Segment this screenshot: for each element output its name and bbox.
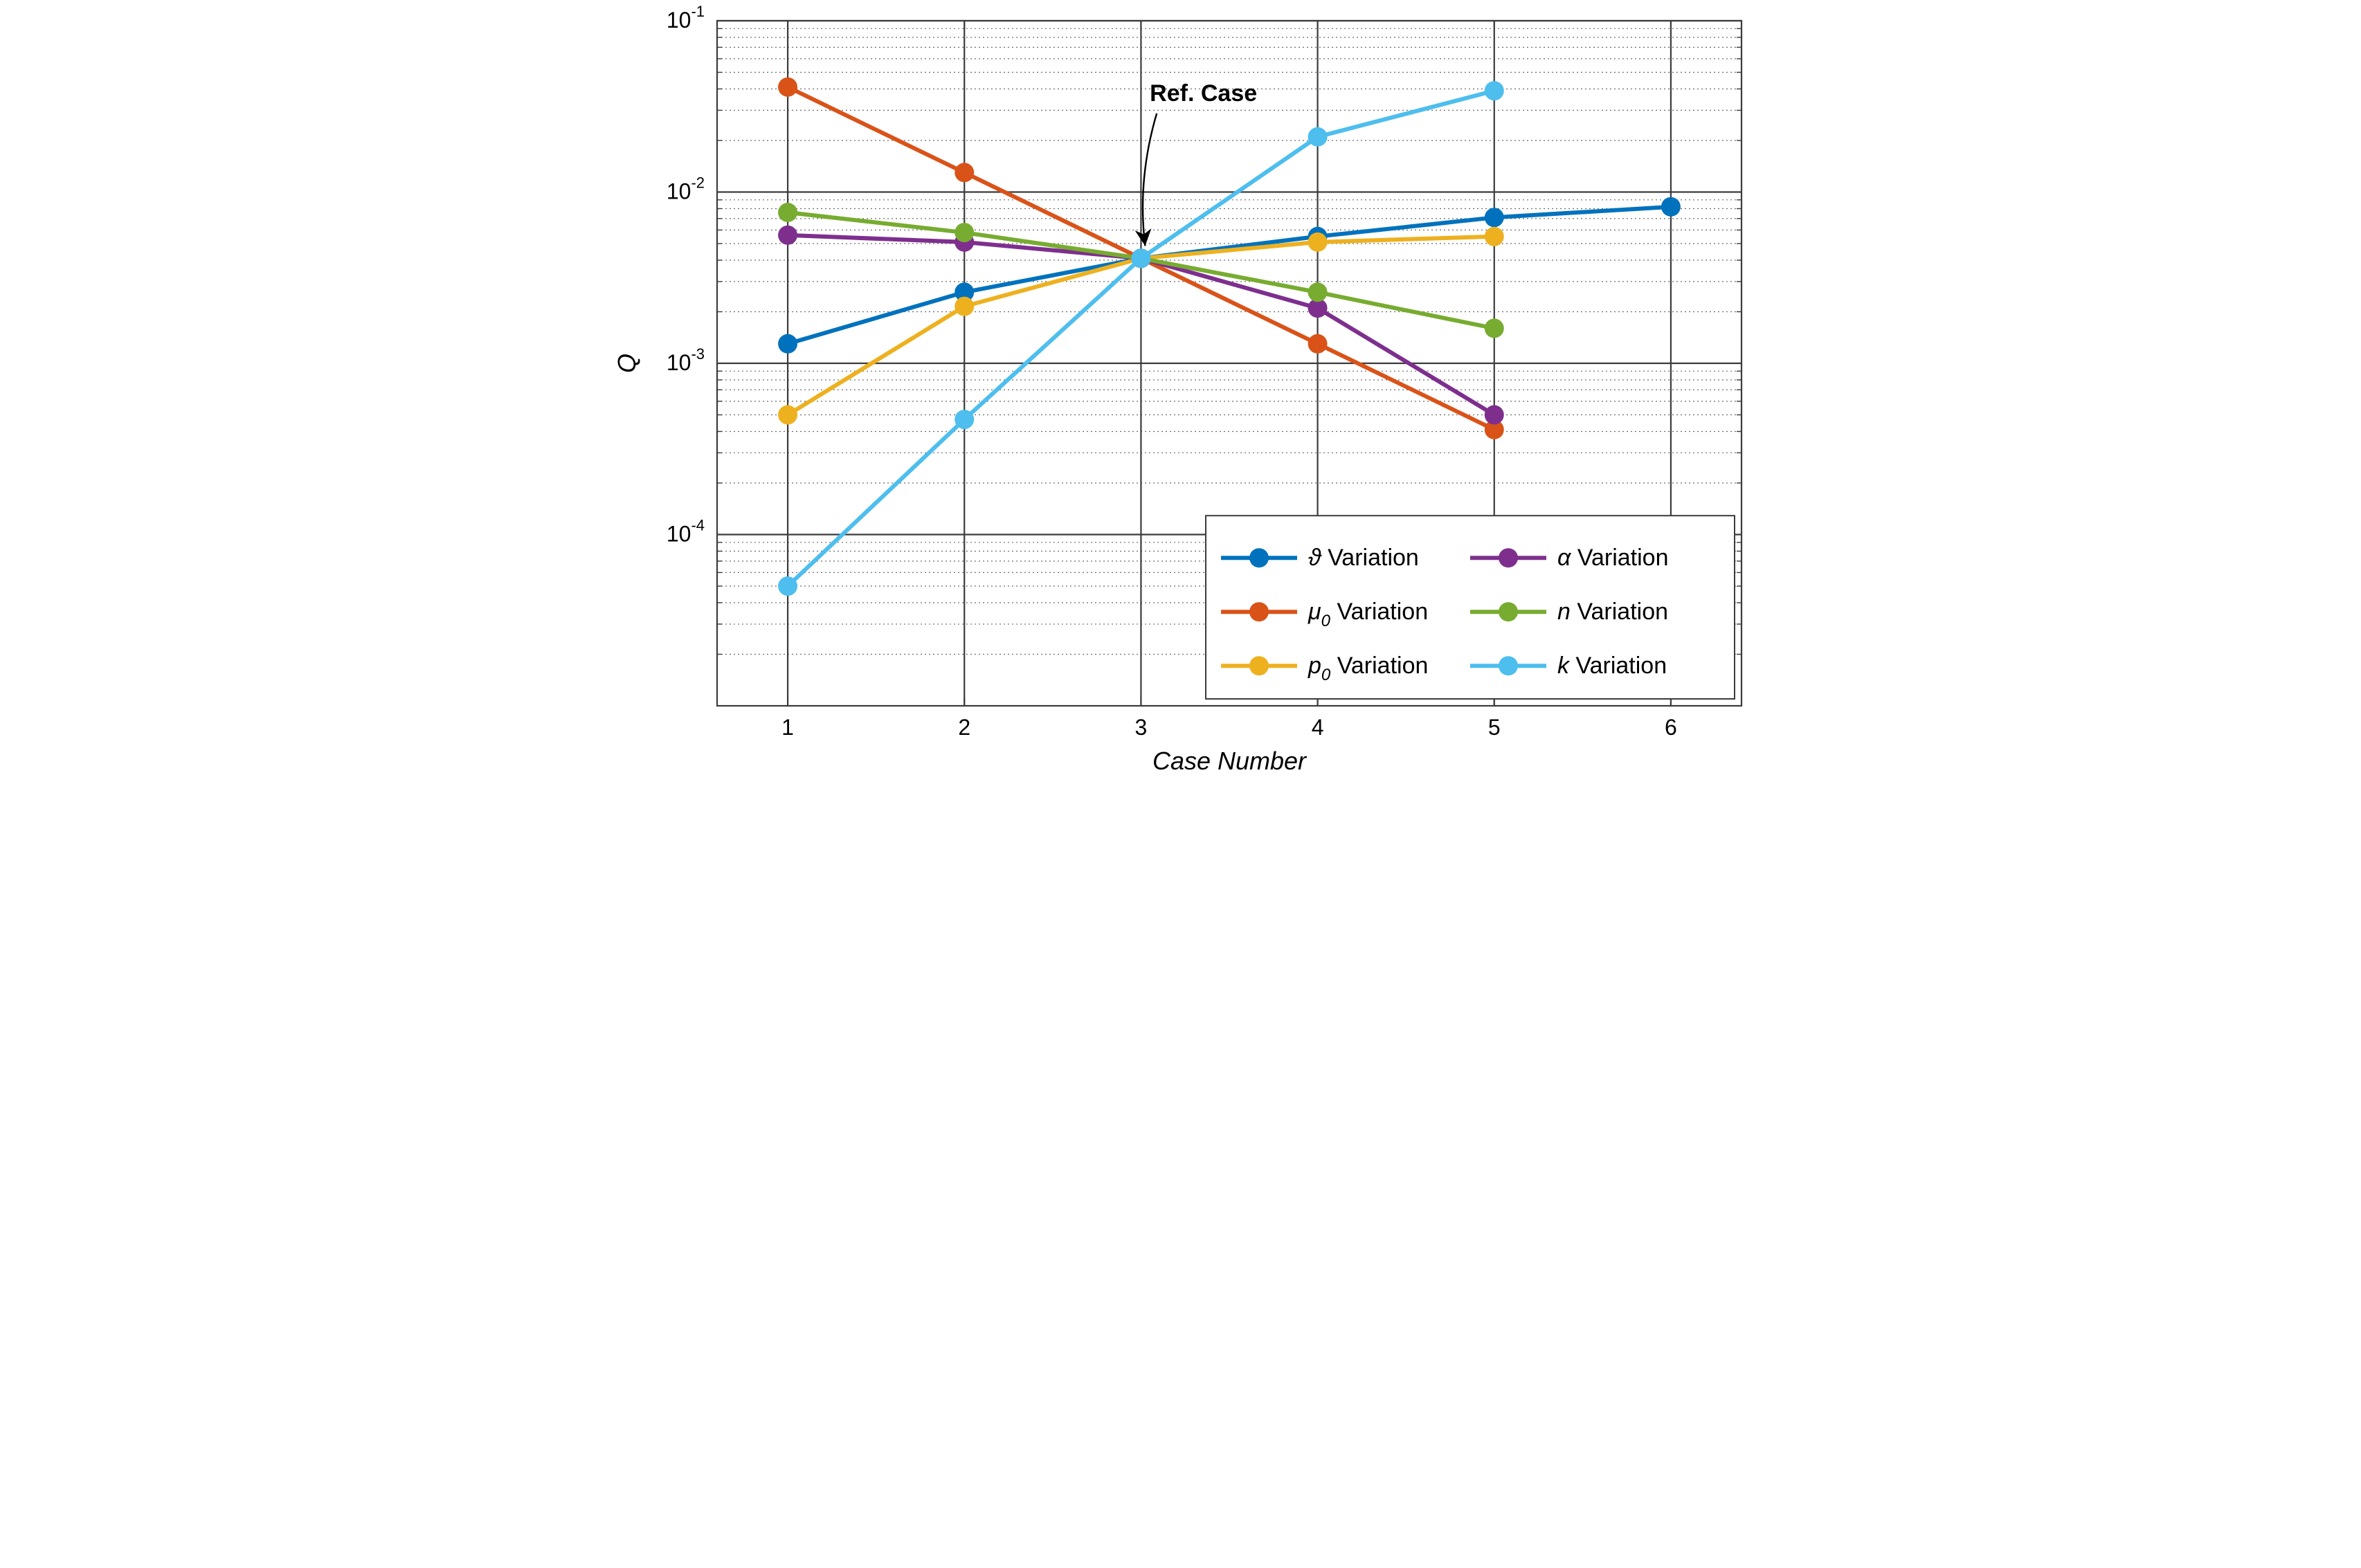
series-marker-p0 [778,405,797,425]
chart-container: 10-410-310-210-1123456Case NumberQRef. C… [592,0,1769,782]
legend: ϑ Variationμ0 Variationp0 Variationα Var… [1206,516,1735,699]
chart-svg: 10-410-310-210-1123456Case NumberQRef. C… [592,0,1769,782]
x-axis-label: Case Number [1152,747,1307,775]
series-marker-mu0 [1308,334,1327,354]
y-axis-label: Q [613,354,641,373]
legend-marker-p0 [1249,656,1269,675]
series-marker-theta [778,334,797,354]
series-marker-alpha [778,226,797,245]
series-marker-k [1308,127,1327,147]
series-marker-k [1131,248,1150,268]
series-marker-k [955,410,974,429]
series-marker-n [778,203,797,222]
series-marker-mu0 [955,163,974,182]
x-tick-label: 3 [1134,715,1147,740]
series-marker-p0 [1484,227,1503,246]
series-marker-theta [1484,208,1503,227]
legend-label-theta: ϑ Variation [1308,545,1419,571]
legend-marker-theta [1249,548,1269,567]
legend-marker-n [1499,602,1518,621]
series-marker-p0 [1308,233,1327,252]
legend-marker-mu0 [1249,602,1269,621]
legend-label-n: n Variation [1557,599,1668,625]
series-marker-n [955,223,974,242]
series-marker-k [778,576,797,596]
x-tick-label: 4 [1311,715,1323,740]
legend-label-alpha: α Variation [1557,545,1669,571]
x-tick-label: 2 [958,715,970,740]
x-tick-label: 5 [1487,715,1500,740]
series-marker-n [1484,318,1503,338]
ref-case-annotation: Ref. Case [1150,80,1257,107]
x-tick-label: 1 [781,715,794,740]
series-marker-n [1308,282,1327,302]
legend-marker-k [1499,656,1518,675]
series-marker-theta [1661,197,1680,217]
x-tick-label: 6 [1665,715,1677,740]
series-marker-k [1484,81,1503,100]
series-marker-alpha [1484,405,1503,425]
legend-marker-alpha [1499,548,1518,567]
series-marker-p0 [955,297,974,316]
legend-label-k: k Variation [1557,653,1667,679]
series-marker-mu0 [778,78,797,97]
